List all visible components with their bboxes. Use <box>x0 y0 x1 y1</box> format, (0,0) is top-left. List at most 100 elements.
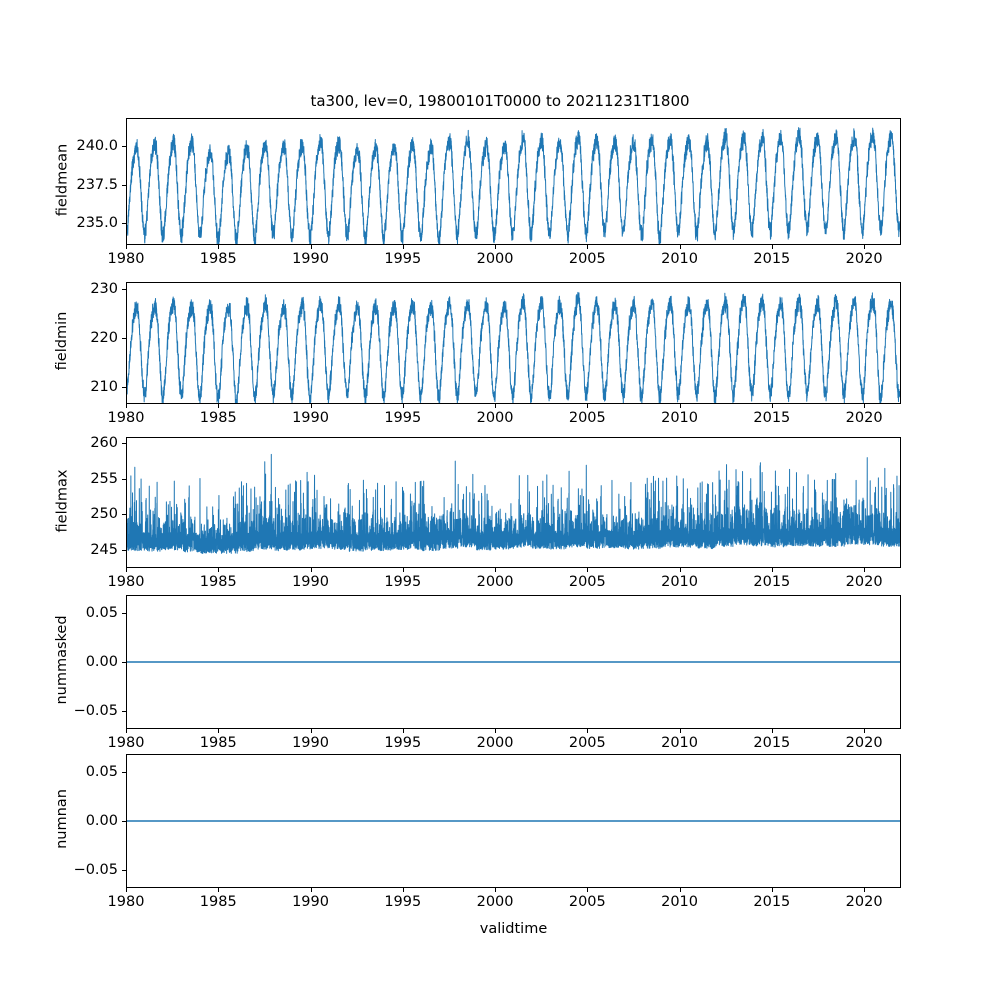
x-tick-mark <box>771 404 773 408</box>
x-tick-mark <box>864 568 866 572</box>
x-tick-mark <box>495 568 497 572</box>
x-tick-label: 1990 <box>292 574 329 590</box>
y-tick-label: 245 <box>90 542 118 559</box>
chart-title: ta300, lev=0, 19800101T0000 to 20211231T… <box>310 92 690 110</box>
y-tick-mark <box>122 223 126 225</box>
x-tick-mark <box>495 888 497 892</box>
x-tick-mark <box>218 245 220 249</box>
x-tick-mark <box>495 729 497 733</box>
x-tick-mark <box>218 888 220 892</box>
x-tick-label: 1980 <box>107 251 145 267</box>
x-tick-mark <box>402 568 404 572</box>
x-tick-label: 2015 <box>753 251 791 267</box>
x-axis-label: validtime <box>479 921 548 937</box>
x-tick-label: 2010 <box>661 251 699 267</box>
y-tick-label: 260 <box>90 434 118 451</box>
x-tick-mark <box>679 568 681 572</box>
y-tick-label: −0.05 <box>73 862 118 879</box>
x-tick-label: 2000 <box>476 410 514 426</box>
x-tick-label: 1985 <box>199 735 237 751</box>
x-tick-mark <box>771 568 773 572</box>
x-tick-label: 1995 <box>384 735 422 751</box>
x-tick-mark <box>864 245 866 249</box>
x-tick-mark <box>587 245 589 249</box>
x-tick-label: 2000 <box>476 574 514 590</box>
y-tick-mark <box>122 771 126 773</box>
x-tick-mark <box>126 568 128 572</box>
x-tick-label: 2015 <box>753 735 791 751</box>
series-line-fieldmax <box>127 454 900 553</box>
x-tick-mark <box>587 404 589 408</box>
x-tick-mark <box>402 404 404 408</box>
y-tick-mark <box>122 338 126 340</box>
x-tick-mark <box>587 568 589 572</box>
x-tick-mark <box>218 404 220 408</box>
y-tick-label: 230 <box>90 281 118 298</box>
x-tick-mark <box>218 729 220 733</box>
y-tick-mark <box>122 386 126 388</box>
x-tick-label: 2000 <box>476 735 514 751</box>
y-tick-mark <box>122 870 126 872</box>
x-tick-mark <box>402 888 404 892</box>
x-tick-label: 2010 <box>661 894 699 910</box>
y-tick-label: 0.05 <box>85 604 118 621</box>
x-tick-mark <box>310 404 312 408</box>
x-tick-mark <box>310 245 312 249</box>
subplot-fieldmax <box>126 437 901 568</box>
x-tick-label: 1995 <box>384 894 422 910</box>
x-tick-mark <box>679 729 681 733</box>
x-tick-label: 2000 <box>476 894 514 910</box>
y-tick-mark <box>122 184 126 186</box>
x-tick-label: 2005 <box>568 574 606 590</box>
x-tick-label: 1980 <box>107 894 145 910</box>
x-tick-mark <box>771 888 773 892</box>
y-tick-label: 235.0 <box>76 215 118 232</box>
y-axis-label-numnan: numnan <box>54 789 70 849</box>
x-tick-label: 2020 <box>845 735 883 751</box>
x-tick-label: 1990 <box>292 251 329 267</box>
y-tick-mark <box>122 550 126 552</box>
y-tick-mark <box>122 442 126 444</box>
x-tick-label: 1990 <box>292 894 329 910</box>
y-tick-label: 220 <box>90 330 118 347</box>
x-tick-label: 2020 <box>845 574 883 590</box>
x-tick-mark <box>495 245 497 249</box>
y-tick-mark <box>122 145 126 147</box>
x-tick-label: 2010 <box>661 410 699 426</box>
x-tick-mark <box>679 245 681 249</box>
x-tick-label: 1980 <box>107 574 145 590</box>
x-tick-label: 1995 <box>384 574 422 590</box>
x-tick-label: 1980 <box>107 410 145 426</box>
y-tick-mark <box>122 711 126 713</box>
y-tick-mark <box>122 478 126 480</box>
x-tick-mark <box>402 729 404 733</box>
y-tick-label: 250 <box>90 506 118 523</box>
x-tick-mark <box>771 729 773 733</box>
x-tick-mark <box>679 888 681 892</box>
series-line-fieldmean <box>127 128 900 244</box>
x-tick-mark <box>310 729 312 733</box>
x-tick-mark <box>771 245 773 249</box>
x-tick-mark <box>864 404 866 408</box>
y-tick-mark <box>122 289 126 291</box>
x-tick-label: 1990 <box>292 410 329 426</box>
x-tick-label: 2005 <box>568 894 606 910</box>
subplot-fieldmin <box>126 282 901 404</box>
x-tick-label: 1995 <box>384 251 422 267</box>
x-tick-label: 2005 <box>568 410 606 426</box>
x-tick-label: 2005 <box>568 251 606 267</box>
series-line-fieldmin <box>127 292 900 403</box>
x-tick-mark <box>495 404 497 408</box>
x-tick-mark <box>126 245 128 249</box>
x-tick-mark <box>126 404 128 408</box>
y-tick-label: 255 <box>90 470 118 487</box>
x-tick-label: 1995 <box>384 410 422 426</box>
x-tick-label: 1985 <box>199 410 237 426</box>
x-tick-label: 2005 <box>568 735 606 751</box>
subplot-numnan <box>126 754 901 888</box>
x-tick-label: 2010 <box>661 735 699 751</box>
x-tick-label: 2015 <box>753 574 791 590</box>
x-tick-label: 1980 <box>107 735 145 751</box>
subplot-fieldmean <box>126 118 901 245</box>
x-tick-label: 1985 <box>199 574 237 590</box>
